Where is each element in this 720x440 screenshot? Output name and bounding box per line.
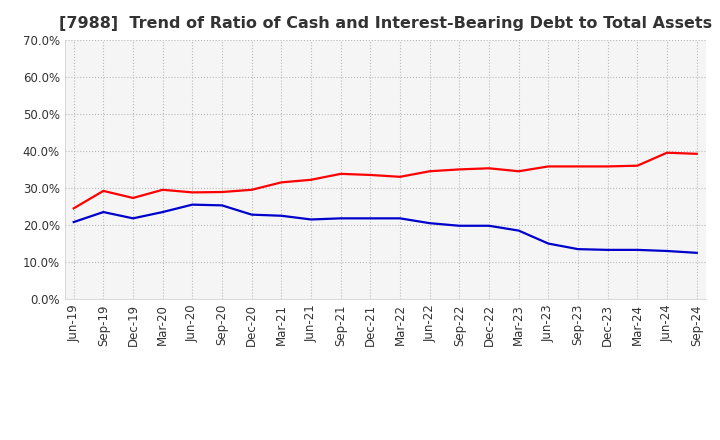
Cash <box>277 180 286 185</box>
Interest-Bearing Debt <box>662 248 671 253</box>
Interest-Bearing Debt <box>188 202 197 207</box>
Cash <box>188 190 197 195</box>
Cash <box>485 165 493 171</box>
Interest-Bearing Debt <box>514 228 523 233</box>
Cash <box>662 150 671 155</box>
Interest-Bearing Debt <box>603 247 612 253</box>
Interest-Bearing Debt <box>129 216 138 221</box>
Cash <box>307 177 315 183</box>
Line: Cash: Cash <box>73 153 697 208</box>
Cash <box>603 164 612 169</box>
Interest-Bearing Debt <box>366 216 374 221</box>
Line: Interest-Bearing Debt: Interest-Bearing Debt <box>73 205 697 253</box>
Interest-Bearing Debt <box>633 247 642 253</box>
Interest-Bearing Debt <box>455 223 464 228</box>
Interest-Bearing Debt <box>99 209 108 215</box>
Interest-Bearing Debt <box>217 203 226 208</box>
Cash <box>396 174 405 180</box>
Cash <box>514 169 523 174</box>
Cash <box>366 172 374 178</box>
Cash <box>248 187 256 192</box>
Interest-Bearing Debt <box>248 212 256 217</box>
Cash <box>99 188 108 194</box>
Interest-Bearing Debt <box>426 220 434 226</box>
Cash <box>336 171 345 176</box>
Interest-Bearing Debt <box>336 216 345 221</box>
Interest-Bearing Debt <box>485 223 493 228</box>
Cash <box>544 164 553 169</box>
Cash <box>455 167 464 172</box>
Interest-Bearing Debt <box>69 220 78 225</box>
Cash <box>129 195 138 201</box>
Cash <box>426 169 434 174</box>
Interest-Bearing Debt <box>396 216 405 221</box>
Cash <box>633 163 642 169</box>
Interest-Bearing Debt <box>277 213 286 218</box>
Cash <box>574 164 582 169</box>
Cash <box>217 189 226 194</box>
Interest-Bearing Debt <box>544 241 553 246</box>
Cash <box>158 187 167 192</box>
Interest-Bearing Debt <box>574 246 582 252</box>
Cash <box>69 205 78 211</box>
Interest-Bearing Debt <box>693 250 701 256</box>
Title: [7988]  Trend of Ratio of Cash and Interest-Bearing Debt to Total Assets: [7988] Trend of Ratio of Cash and Intere… <box>58 16 712 32</box>
Cash <box>693 151 701 157</box>
Interest-Bearing Debt <box>307 217 315 222</box>
Interest-Bearing Debt <box>158 209 167 215</box>
